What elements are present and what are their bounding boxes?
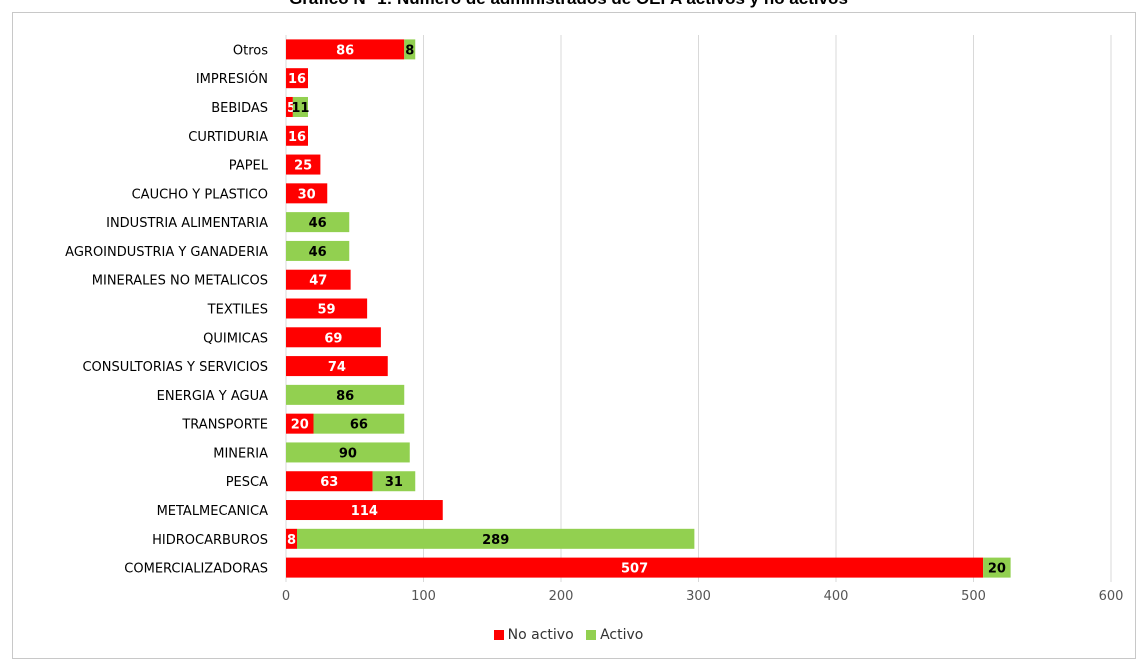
legend-swatch-activo — [586, 630, 597, 640]
category-label: TRANSPORTE — [181, 418, 268, 433]
bar-segment — [313, 413, 405, 434]
category-label: HIDROCARBUROS — [152, 533, 268, 548]
data-label: 20 — [988, 562, 1006, 577]
data-label: 63 — [320, 475, 338, 490]
data-label: 69 — [324, 331, 342, 346]
data-label: 16 — [288, 72, 306, 87]
bar-segment — [372, 471, 416, 492]
data-label: 5 — [287, 101, 296, 116]
bar-segment — [292, 96, 308, 117]
category-label: CONSULTORIAS Y SERVICIOS — [82, 360, 268, 375]
bar-segment — [286, 212, 350, 233]
bar-segment — [286, 298, 368, 319]
x-tick-label: 200 — [549, 589, 574, 604]
category-label: MINERALES NO METALICOS — [92, 274, 268, 289]
data-label: 8 — [405, 43, 414, 58]
category-label: QUIMICAS — [203, 331, 268, 346]
category-label: IMPRESIÓN — [196, 71, 268, 87]
bar-segment — [286, 125, 308, 146]
bar-segment — [286, 356, 388, 377]
bar-segment — [286, 39, 405, 60]
bar-segment — [286, 327, 381, 348]
data-label: 8 — [287, 533, 296, 548]
bar-segment — [286, 68, 308, 89]
category-label: TEXTILES — [207, 303, 268, 318]
x-tick-label: 100 — [411, 589, 436, 604]
category-label: INDUSTRIA ALIMENTARIA — [106, 216, 268, 231]
category-label: METALMECANICA — [157, 504, 269, 519]
data-label: 86 — [336, 389, 354, 404]
data-label: 47 — [309, 274, 327, 289]
data-label: 20 — [291, 418, 309, 433]
legend-label-activo: Activo — [600, 627, 644, 643]
category-label: PAPEL — [229, 159, 269, 174]
data-label: 30 — [298, 187, 316, 202]
bar-segment — [286, 413, 314, 434]
category-label: COMERCIALIZADORAS — [124, 562, 268, 577]
data-label: 289 — [482, 533, 509, 548]
x-tick-label: 0 — [282, 589, 290, 604]
legend: No activo Activo — [0, 627, 1137, 644]
x-tick-label: 300 — [686, 589, 711, 604]
category-label: CURTIDURIA — [188, 130, 268, 145]
bar-segment — [286, 500, 443, 521]
data-label: 46 — [309, 216, 327, 231]
bar-segment — [286, 154, 321, 175]
category-label: PESCA — [226, 475, 268, 490]
x-tick-label: 400 — [824, 589, 849, 604]
data-label: 66 — [350, 418, 368, 433]
bar-segment — [286, 471, 373, 492]
bar-segment — [286, 442, 410, 463]
bar-segment — [286, 240, 350, 261]
bar-segment — [286, 269, 351, 290]
bar-segment — [286, 96, 293, 117]
x-tick-label: 500 — [961, 589, 986, 604]
category-label: AGROINDUSTRIA Y GANADERIA — [65, 245, 268, 260]
category-label: MINERIA — [213, 446, 268, 461]
category-label: CAUCHO Y PLASTICO — [132, 187, 268, 202]
bar-segment — [286, 384, 405, 405]
data-label: 74 — [328, 360, 346, 375]
data-label: 114 — [351, 504, 378, 519]
category-label: ENERGIA Y AGUA — [157, 389, 268, 404]
legend-swatch-no-activo — [493, 630, 504, 640]
data-label: 16 — [288, 130, 306, 145]
data-label: 90 — [339, 446, 357, 461]
bar-segment — [286, 183, 328, 204]
category-label: BEBIDAS — [211, 101, 268, 116]
data-label: 25 — [294, 159, 312, 174]
x-tick-label: 600 — [1099, 589, 1124, 604]
bar-segment — [286, 528, 297, 549]
data-label: 86 — [336, 43, 354, 58]
chart-frame — [12, 12, 1136, 659]
bar-segment — [404, 39, 416, 60]
legend-item-activo: Activo — [586, 627, 643, 643]
data-label: 11 — [291, 101, 309, 116]
bar-segment — [286, 557, 984, 578]
bar-segment — [297, 528, 695, 549]
legend-label-no-activo: No activo — [507, 627, 574, 643]
bar-segment — [983, 557, 1011, 578]
data-label: 507 — [621, 562, 648, 577]
data-label: 59 — [318, 303, 336, 318]
category-label: Otros — [233, 43, 268, 58]
data-label: 46 — [309, 245, 327, 260]
legend-item-no-activo: No activo — [493, 627, 574, 643]
data-label: 31 — [385, 475, 403, 490]
chart-title: Gráfico N° 1: Número de administrados de… — [0, 0, 1137, 9]
